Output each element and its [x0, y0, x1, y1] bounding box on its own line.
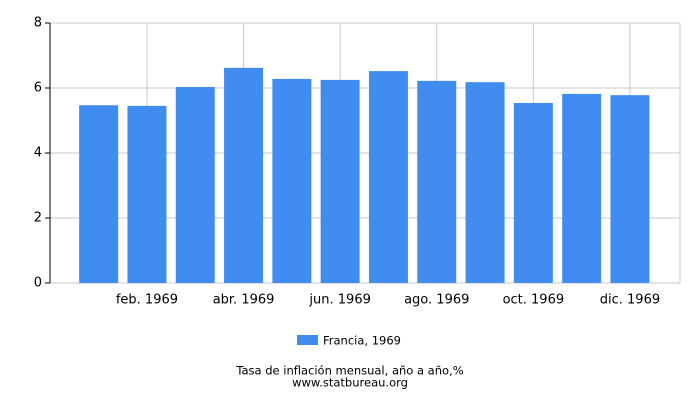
chart-source: www.statbureau.org — [292, 376, 408, 390]
x-tick-label: jun. 1969 — [308, 293, 370, 308]
bar — [175, 87, 215, 284]
x-tick-label: dic. 1969 — [600, 293, 660, 308]
y-tick-label: 4 — [34, 146, 42, 161]
legend-swatch — [297, 335, 318, 345]
bar — [465, 82, 505, 284]
bar — [127, 105, 167, 283]
y-tick-label: 6 — [34, 81, 42, 96]
y-tick-label: 0 — [34, 276, 42, 291]
bar — [513, 102, 553, 283]
x-tick-label: feb. 1969 — [116, 293, 178, 308]
x-tick-label: ago. 1969 — [404, 293, 469, 308]
bar — [562, 93, 602, 283]
bar — [610, 95, 650, 284]
x-tick-label: abr. 1969 — [213, 293, 275, 308]
chart-caption: Tasa de inflación mensual, año a año,% — [235, 364, 463, 378]
legend-label: Francia, 1969 — [323, 334, 401, 348]
bar — [417, 80, 457, 283]
y-tick-label: 8 — [34, 16, 42, 31]
bar — [272, 78, 312, 284]
bar — [368, 71, 408, 283]
x-tick-label: oct. 1969 — [503, 293, 565, 308]
y-tick-label: 2 — [34, 211, 42, 226]
bar — [224, 67, 264, 283]
bar — [320, 79, 360, 283]
bar — [79, 105, 119, 283]
